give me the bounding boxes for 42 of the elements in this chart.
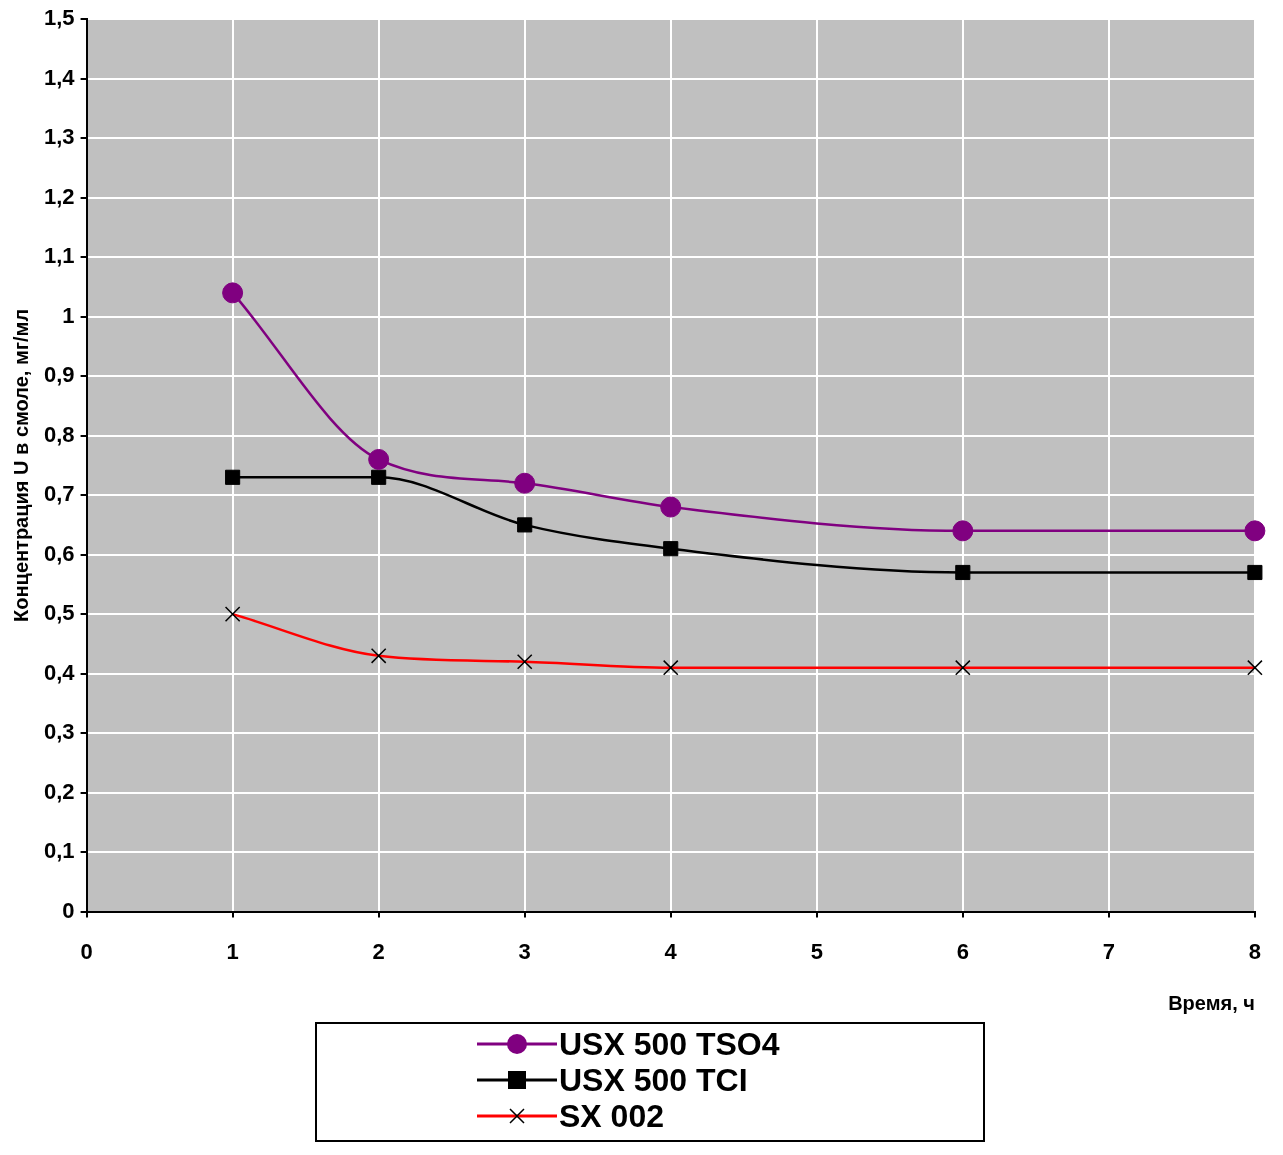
point xyxy=(1244,520,1266,542)
point xyxy=(222,282,244,304)
x-tick-label: 3 xyxy=(518,938,531,964)
y-tick-label: 0,1 xyxy=(43,838,75,864)
y-tick-label: 1,4 xyxy=(43,64,76,90)
y-tick-label: 0,2 xyxy=(43,778,75,804)
y-tick-label: 0,6 xyxy=(43,540,75,566)
y-tick-label: 0,9 xyxy=(43,362,75,388)
legend-label: USX 500 TCI xyxy=(559,1061,748,1099)
y-tick-label: 0,4 xyxy=(43,659,76,685)
point xyxy=(225,469,241,485)
x-axis-title: Время, ч xyxy=(1168,991,1255,1014)
x-tick-label: 8 xyxy=(1248,938,1262,964)
point xyxy=(952,520,974,542)
y-tick-label: 0 xyxy=(62,897,75,923)
x-tick-label: 0 xyxy=(80,938,93,964)
y-tick-label: 1,3 xyxy=(43,124,75,150)
legend-label: SX 002 xyxy=(559,1097,664,1135)
y-tick-label: 0,3 xyxy=(43,719,75,745)
y-tick-label: 1,5 xyxy=(43,5,75,31)
y-tick-label: 1,1 xyxy=(43,243,75,269)
point xyxy=(955,564,971,581)
point xyxy=(368,448,390,470)
x-tick-label: 4 xyxy=(664,938,678,964)
y-tick-label: 1,2 xyxy=(43,183,75,209)
point xyxy=(1247,564,1263,581)
x-tick-label: 7 xyxy=(1102,938,1115,964)
y-tick-label: 1 xyxy=(62,302,75,328)
point xyxy=(660,496,682,518)
x-tick-label: 1 xyxy=(226,938,239,964)
x-tick-label: 6 xyxy=(956,938,969,964)
point xyxy=(514,472,536,494)
x-tick-label: 5 xyxy=(810,938,823,964)
y-tick-label: 0,7 xyxy=(43,481,75,507)
y-tick-label: 0,5 xyxy=(43,600,75,626)
point xyxy=(517,517,533,533)
point xyxy=(663,541,679,557)
point xyxy=(371,469,387,485)
y-tick-label: 0,8 xyxy=(43,421,75,447)
x-tick-label: 2 xyxy=(372,938,385,964)
legend-label: USX 500 TSO4 xyxy=(559,1025,780,1063)
y-axis-title: Концентрация U в смоле, мг/мл xyxy=(9,308,32,622)
